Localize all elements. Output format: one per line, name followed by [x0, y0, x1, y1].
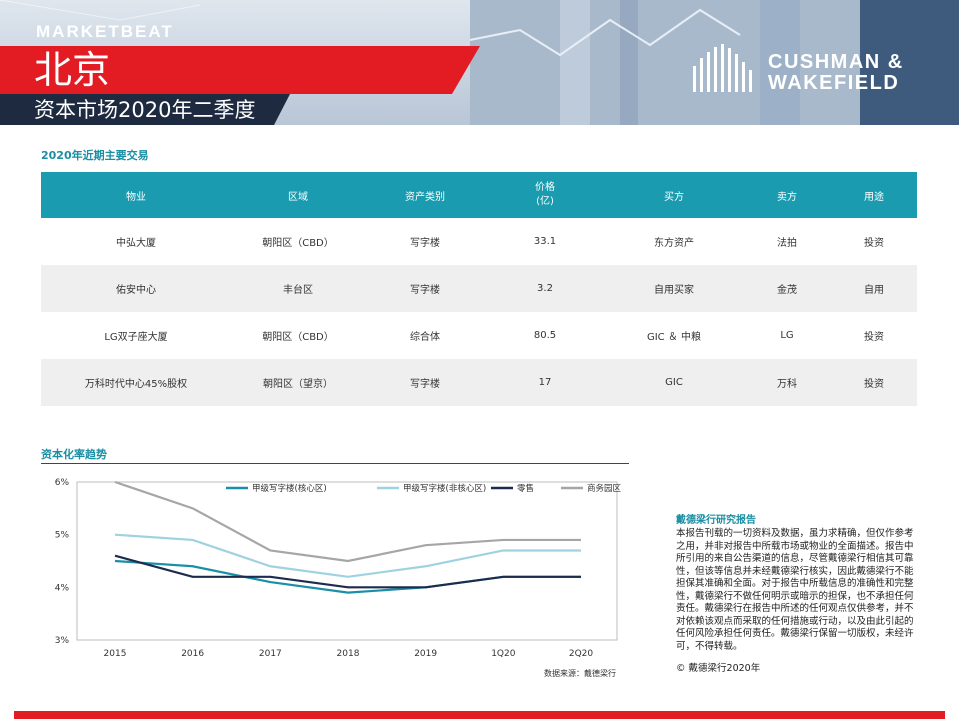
- table-row: 中弘大厦 朝阳区（CBD） 写字楼 33.1 东方资产 法拍 投资: [41, 218, 917, 265]
- x-tick-label: 2019: [414, 649, 437, 659]
- header-cell: 买方: [605, 172, 743, 218]
- table-cell: 3.2: [485, 265, 605, 312]
- series-line: [114, 554, 581, 589]
- table-cell: GIC ＆ 中粮: [646, 332, 702, 343]
- legend-label: 商务园区: [587, 483, 622, 494]
- table-cell: 80.5: [533, 330, 557, 341]
- table-row: LG双子座大厦 朝阳区（CBD） 综合体 80.5 GIC ＆ 中粮 LG 投资: [41, 312, 917, 359]
- header-background-graphic: [0, 0, 959, 125]
- x-tick-label: 2016: [181, 649, 204, 659]
- table-row: 万科时代中心45%股权 朝阳区（望京） 写字楼 17 GIC 万科 投资: [41, 359, 917, 406]
- subtitle-banner: [0, 94, 290, 125]
- logo-wordmark: CUSHMAN & WAKEFIELD: [768, 52, 904, 94]
- logo-line-2: WAKEFIELD: [768, 72, 900, 94]
- y-tick-label: 4%: [55, 583, 70, 593]
- disclaimer-title: 戴德梁行研究报告: [676, 515, 756, 526]
- table-cell: 自用买家: [605, 265, 743, 312]
- table-cell: 17: [485, 359, 605, 406]
- deals-header-row: 物业 区域 资产类别 价格 (亿) 买方 卖方 用途: [41, 172, 917, 218]
- plot-area-frame: [76, 481, 618, 641]
- table-cell: 万科: [743, 359, 831, 406]
- table-cell: 投资: [864, 238, 884, 249]
- y-tick-label: 6%: [55, 478, 70, 488]
- report-subtitle: 资本市场2020年二季度: [34, 98, 256, 122]
- table-cell: 综合体: [410, 332, 440, 343]
- table-cell: 投资: [864, 332, 884, 343]
- table-row: 佑安中心 丰台区 写字楼 3.2 自用买家 金茂 自用: [41, 265, 917, 312]
- table-cell: LG: [780, 330, 794, 341]
- table-cell: 写字楼: [410, 238, 440, 249]
- x-tick-label: 2Q20: [569, 649, 594, 659]
- city-banner: [0, 46, 480, 94]
- x-tick-label: 2018: [337, 649, 360, 659]
- report-header: MARKETBEAT 北京 资本市场2020年二季度 CUSHMAN & WAK…: [0, 0, 959, 125]
- header-cell: 资产类别: [365, 172, 485, 218]
- table-cell: 写字楼: [365, 359, 485, 406]
- table-cell: 朝阳区（望京）: [231, 359, 365, 406]
- table-cell: 丰台区: [231, 265, 365, 312]
- header-cell: 卖方: [743, 172, 831, 218]
- footer-red-bar: [14, 711, 945, 719]
- table-cell: 东方资产: [654, 238, 694, 249]
- table-cell: 朝阳区（CBD）: [262, 238, 334, 249]
- cap-rate-line-chart: 3% 4% 5% 6% 2015 2016 2017 2018 2019 1Q20 2Q20 甲级写字…: [55, 478, 622, 659]
- x-tick-label: 2017: [259, 649, 282, 659]
- x-tick-label: 1Q20: [491, 649, 516, 659]
- table-cell: LG双子座大厦: [104, 332, 168, 343]
- table-cell: 中弘大厦: [116, 238, 156, 249]
- chart-source: 数据来源：戴德梁行: [544, 669, 616, 678]
- table-cell: 朝阳区（CBD）: [262, 332, 334, 343]
- series-line: [114, 533, 581, 578]
- deals-section-title: 2020年近期主要交易: [41, 149, 149, 162]
- legend-label: 甲级写字楼(核心区): [252, 483, 327, 494]
- table-cell: 33.1: [533, 236, 557, 247]
- chart-title: 资本化率趋势: [41, 448, 107, 461]
- marketbeat-brand: MARKETBEAT: [36, 22, 174, 41]
- table-cell: 金茂: [743, 265, 831, 312]
- series-line: [114, 480, 581, 563]
- table-cell: 写字楼: [365, 265, 485, 312]
- header-cell: 区域: [231, 172, 365, 218]
- logo-line-1: CUSHMAN &: [768, 51, 904, 73]
- table-cell: 投资: [831, 359, 917, 406]
- table-cell: 万科时代中心45%股权: [41, 359, 231, 406]
- header-cell: 用途: [831, 172, 917, 218]
- table-cell: 自用: [831, 265, 917, 312]
- legend-label: 零售: [517, 483, 534, 494]
- city-title: 北京: [34, 48, 111, 92]
- chart-title-rule: [41, 463, 629, 464]
- x-tick-label: 2015: [104, 649, 127, 659]
- header-cell: 价格 (亿): [485, 172, 605, 218]
- table-cell: 法拍: [777, 238, 797, 249]
- deals-table: 物业 区域 资产类别 价格 (亿) 买方 卖方 用途 中弘大厦 朝阳区（CBD）…: [41, 172, 917, 406]
- table-cell: GIC: [605, 359, 743, 406]
- copyright-notice: © 戴德梁行2020年: [676, 663, 761, 674]
- legend-label: 甲级写字楼(非核心区): [403, 483, 486, 494]
- y-tick-label: 3%: [55, 636, 70, 646]
- cushman-wakefield-logo-icon: [693, 44, 752, 92]
- y-tick-label: 5%: [55, 531, 70, 541]
- disclaimer-body: 本报告刊载的一切资料及数据，虽力求精确，但仅作参考之用，并非对报告中所载市场或物…: [676, 528, 914, 652]
- table-cell: 佑安中心: [41, 265, 231, 312]
- header-cell: 物业: [41, 172, 231, 218]
